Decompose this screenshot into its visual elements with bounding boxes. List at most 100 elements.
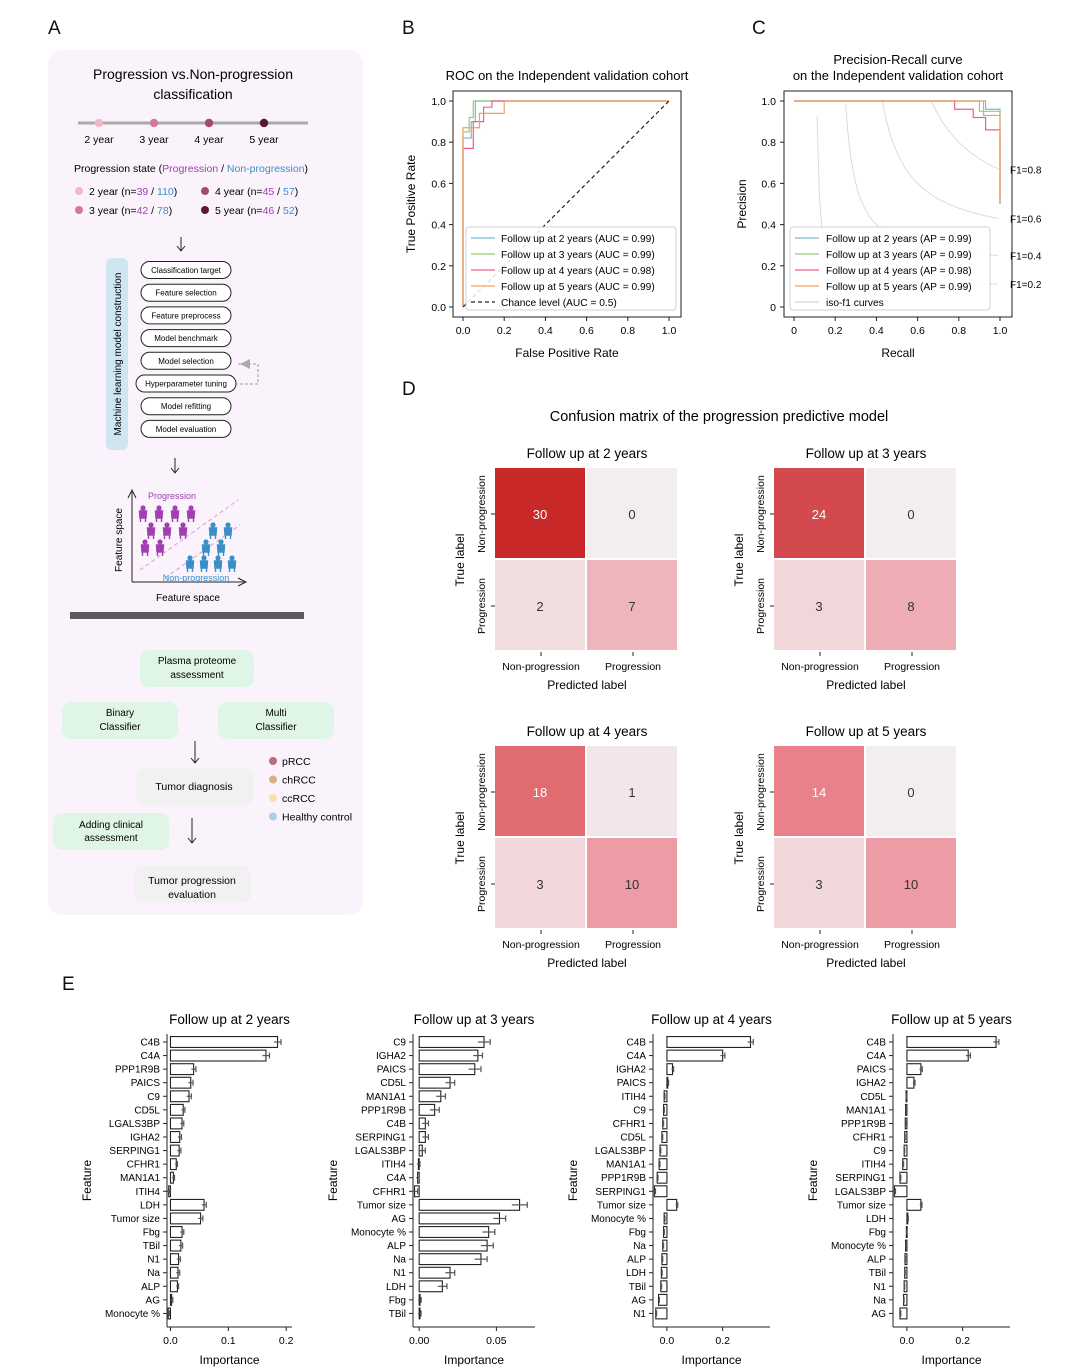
panel-c-pr: Precision-Recall curve on the Independen… (735, 52, 1042, 360)
x-tick-label: 0.00 (409, 1335, 430, 1347)
plasma-line1: Plasma proteome (158, 656, 237, 667)
x-tick-label: 0.2 (279, 1335, 294, 1347)
importance-bar (906, 1049, 969, 1062)
feature-space-x-label: Feature space (156, 593, 220, 604)
person-icon (203, 539, 209, 545)
importance-xlabel: Importance (681, 1353, 741, 1367)
confusion-cell-value: 1 (628, 785, 635, 800)
roc-title: ROC on the Independent validation cohort (446, 68, 689, 83)
importance-bar (418, 1253, 482, 1266)
confusion-cell-value: 3 (815, 599, 822, 614)
arrow-down-icon (176, 237, 186, 252)
feature-label: C4B (867, 1038, 887, 1049)
importance-subplot-title: Follow up at 4 years (651, 1012, 772, 1027)
arrow-down-icon (190, 741, 200, 764)
feature-label: Na (633, 1241, 646, 1252)
feature-label: MAN1A1 (846, 1105, 886, 1116)
person-icon (180, 522, 186, 528)
feature-label: IGHA2 (856, 1078, 886, 1089)
cohort-count: 5 year (n=46 / 52) (215, 205, 298, 217)
importance-bar (893, 1185, 908, 1198)
predicted-class-label: Non-progression (781, 939, 859, 951)
feature-label: Fbg (143, 1228, 160, 1239)
y-tick-label: 0.8 (761, 137, 776, 149)
confusion-cell (495, 468, 585, 558)
feature-label: LGALS3BP (835, 1187, 886, 1198)
ml-construction-label: Machine learning model construction (113, 273, 124, 436)
progression-count: 39 (137, 186, 149, 198)
person-icon (208, 527, 218, 539)
ml-label-box (106, 258, 128, 450)
panel-d-confusion: Confusion matrix of the progression pred… (453, 409, 956, 970)
pr-plot-frame (783, 90, 1013, 318)
panel-a-workflow: Progression vs.Non-progression classific… (48, 50, 363, 915)
feature-label: AG (146, 1295, 161, 1306)
cohort-marker (75, 206, 83, 214)
ml-step-label: Hyperparameter tuning (145, 380, 227, 389)
y-tick-label: 1.0 (431, 96, 446, 108)
ml-step-box (140, 419, 232, 438)
ml-step-box (140, 261, 232, 279)
y-tick-label: 0.6 (761, 178, 776, 190)
pr-legend-label: Follow up at 5 years (AP = 0.99) (826, 282, 972, 293)
count-separator: / (274, 205, 283, 217)
roc-legend-label: Follow up at 4 years (AUC = 0.98) (501, 266, 655, 277)
ml-step-box (140, 351, 232, 370)
predicted-class-label: Progression (605, 939, 661, 951)
feature-label: C4B (141, 1038, 161, 1049)
timeline-label: 2 year (84, 134, 114, 146)
feature-label: Tumor size (357, 1200, 407, 1211)
confusion-cell-value: 8 (907, 599, 914, 614)
confusion-cell (587, 746, 677, 836)
importance-ylabel: Feature (806, 1159, 820, 1201)
feature-label: Fbg (389, 1295, 406, 1306)
iso-f1-curve (931, 101, 1000, 170)
feature-label: Monocyte % (831, 1241, 886, 1252)
importance-xlabel: Importance (444, 1353, 504, 1367)
pr-curves (794, 100, 1001, 204)
ml-step-label: Classification target (151, 266, 222, 275)
feature-label: Monocyte % (591, 1214, 646, 1225)
true-class-label: Non-progression (755, 475, 767, 553)
person-icon (140, 544, 150, 556)
predicted-class-label: Non-progression (781, 661, 859, 673)
confusion-cell-value: 30 (533, 507, 547, 522)
feature-label: AG (392, 1214, 407, 1225)
importance-bar (666, 1049, 724, 1062)
timeline-marker (149, 118, 159, 128)
confusion-matrix: Follow up at 4 years 18 1 3 10 Non-progressio… (453, 724, 677, 970)
predicted-class-label: Progression (884, 939, 940, 951)
feature-label: CD5L (860, 1092, 886, 1103)
feature-label: C4A (627, 1051, 647, 1062)
feature-label: PPP1R9B (841, 1119, 886, 1130)
feature-label: SERPING1 (109, 1146, 160, 1157)
arrow-down-icon (187, 818, 197, 844)
feature-label: C9 (633, 1105, 646, 1116)
nonprogression-count: 78 (157, 205, 169, 217)
importance-bar (169, 1063, 195, 1076)
pr-ylabel: Precision (735, 179, 749, 228)
person-icon (157, 539, 163, 545)
feature-label: Monocyte % (105, 1309, 160, 1320)
importance-bar (169, 1036, 279, 1048)
person-icon (138, 510, 148, 522)
panel-label-b: B (402, 18, 415, 39)
confusion-cell-value: 14 (812, 785, 826, 800)
feature-label: Fbg (869, 1228, 886, 1239)
legend-marker (269, 794, 277, 802)
confusion-xlabel: Predicted label (547, 678, 626, 692)
person-icon (229, 555, 235, 561)
importance-bar (169, 1090, 190, 1103)
confusion-matrix-title: Follow up at 5 years (806, 724, 927, 739)
x-tick-label: 0.4 (869, 325, 884, 337)
progression-state-line: Progression state (Progression / Non-pro… (74, 163, 308, 175)
feature-label: LGALS3BP (595, 1146, 646, 1157)
importance-bar (169, 1212, 202, 1225)
y-axis-arrow-icon (127, 488, 137, 582)
person-icon (142, 539, 148, 545)
predicted-class-label: Non-progression (502, 939, 580, 951)
iso-f1-curve (882, 102, 999, 219)
feature-label: C9 (393, 1038, 406, 1049)
feature-label: IGHA2 (376, 1051, 406, 1062)
x-tick-label: 0.2 (955, 1335, 970, 1347)
